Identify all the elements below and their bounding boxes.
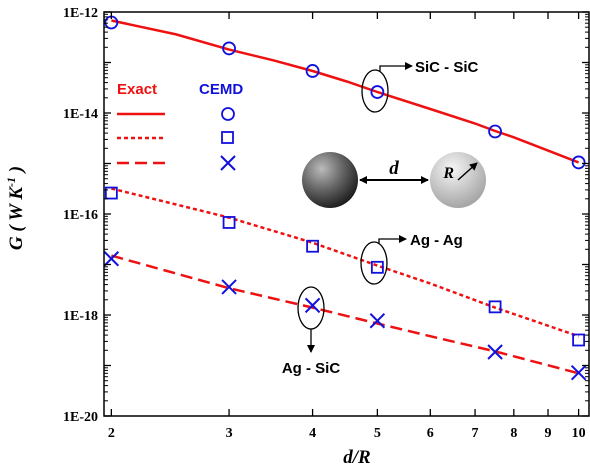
series-markers — [103, 15, 587, 381]
annotation-sic-sic-arrow — [379, 62, 413, 71]
x-axis-title: d/R — [343, 447, 370, 468]
annotation-ag-ag: Ag - Ag — [360, 232, 463, 285]
y-axis-title-sup: -1 — [4, 177, 18, 187]
annotation-ag-sic-label: Ag - SiC — [282, 360, 340, 377]
cemd-point-agsic — [221, 279, 237, 295]
annotation-ag-sic: Ag - SiC — [282, 286, 340, 377]
axis-tick-labels: 2 3 4 5 6 7 8 9 10 1E-20 1E-18 1E-16 1E-14 1E-12 — [63, 6, 586, 441]
axis-ticks — [104, 11, 589, 417]
legend-cemd-square-marker — [221, 131, 234, 144]
cemd-point-ag — [572, 333, 586, 347]
radius-label: R — [442, 165, 454, 182]
legend-cemd-x-marker — [220, 155, 236, 171]
annotation-sic-sic: SiC - SiC — [361, 59, 479, 113]
cemd-point-sic — [571, 155, 586, 170]
cemd-point-ag — [370, 260, 384, 274]
radius-arrow — [457, 162, 478, 181]
x-tick-label: 4 — [309, 426, 316, 441]
annotation-ag-ag-arrow — [378, 235, 407, 243]
y-tick-label: 1E-12 — [63, 6, 98, 21]
x-tick-label: 6 — [427, 426, 434, 441]
separation-label: d — [389, 158, 399, 179]
x-tick-label: 8 — [510, 426, 517, 441]
x-tick-label: 2 — [108, 426, 115, 441]
annotation-ag-ag-label: Ag - Ag — [410, 232, 463, 249]
y-tick-label: 1E-18 — [63, 309, 98, 324]
legend-cemd-header: CEMD — [199, 81, 243, 98]
cemd-point-agsic — [304, 297, 321, 314]
sphere-left — [302, 152, 358, 208]
exact-line-ag — [111, 187, 580, 338]
x-tick-label: 9 — [545, 426, 552, 441]
annotation-sic-sic-label: SiC - SiC — [415, 59, 479, 76]
x-tick-label: 7 — [472, 426, 479, 441]
y-tick-label: 1E-14 — [63, 107, 98, 122]
cemd-point-ag — [104, 186, 118, 200]
annotation-sic-sic-ellipse — [361, 69, 389, 113]
legend-exact-header: Exact — [117, 81, 157, 98]
legend-cemd-circle-marker — [221, 107, 235, 121]
legend: Exact CEMD — [117, 81, 243, 171]
cemd-point-sic — [370, 85, 385, 99]
cemd-point-agsic — [570, 364, 587, 381]
cemd-point-agsic — [103, 251, 120, 267]
sphere-schematic: d R — [302, 152, 486, 208]
x-tick-label: 3 — [226, 426, 233, 441]
y-tick-label: 1E-16 — [63, 208, 98, 223]
cemd-point-sic — [488, 124, 502, 139]
y-axis-title-end: ) — [6, 166, 27, 177]
cemd-point-sic — [305, 64, 320, 78]
cemd-point-ag — [488, 300, 502, 314]
annotation-ag-ag-ellipse — [360, 241, 388, 285]
cemd-point-agsic — [369, 313, 386, 329]
y-axis-title: G ( W K-1 ) — [4, 166, 27, 250]
exact-line-agsic — [111, 254, 579, 375]
y-tick-label: 1E-20 — [63, 410, 98, 425]
exact-line-sic — [111, 19, 580, 164]
cemd-point-agsic — [487, 344, 503, 360]
cemd-point-sic — [222, 41, 236, 56]
x-tick-label: 5 — [374, 426, 381, 441]
x-tick-label: 10 — [572, 426, 586, 441]
plot-frame — [103, 11, 590, 417]
cemd-point-ag — [222, 216, 236, 229]
cemd-point-ag — [306, 239, 319, 253]
y-axis-title-main: G ( W K — [6, 186, 27, 251]
